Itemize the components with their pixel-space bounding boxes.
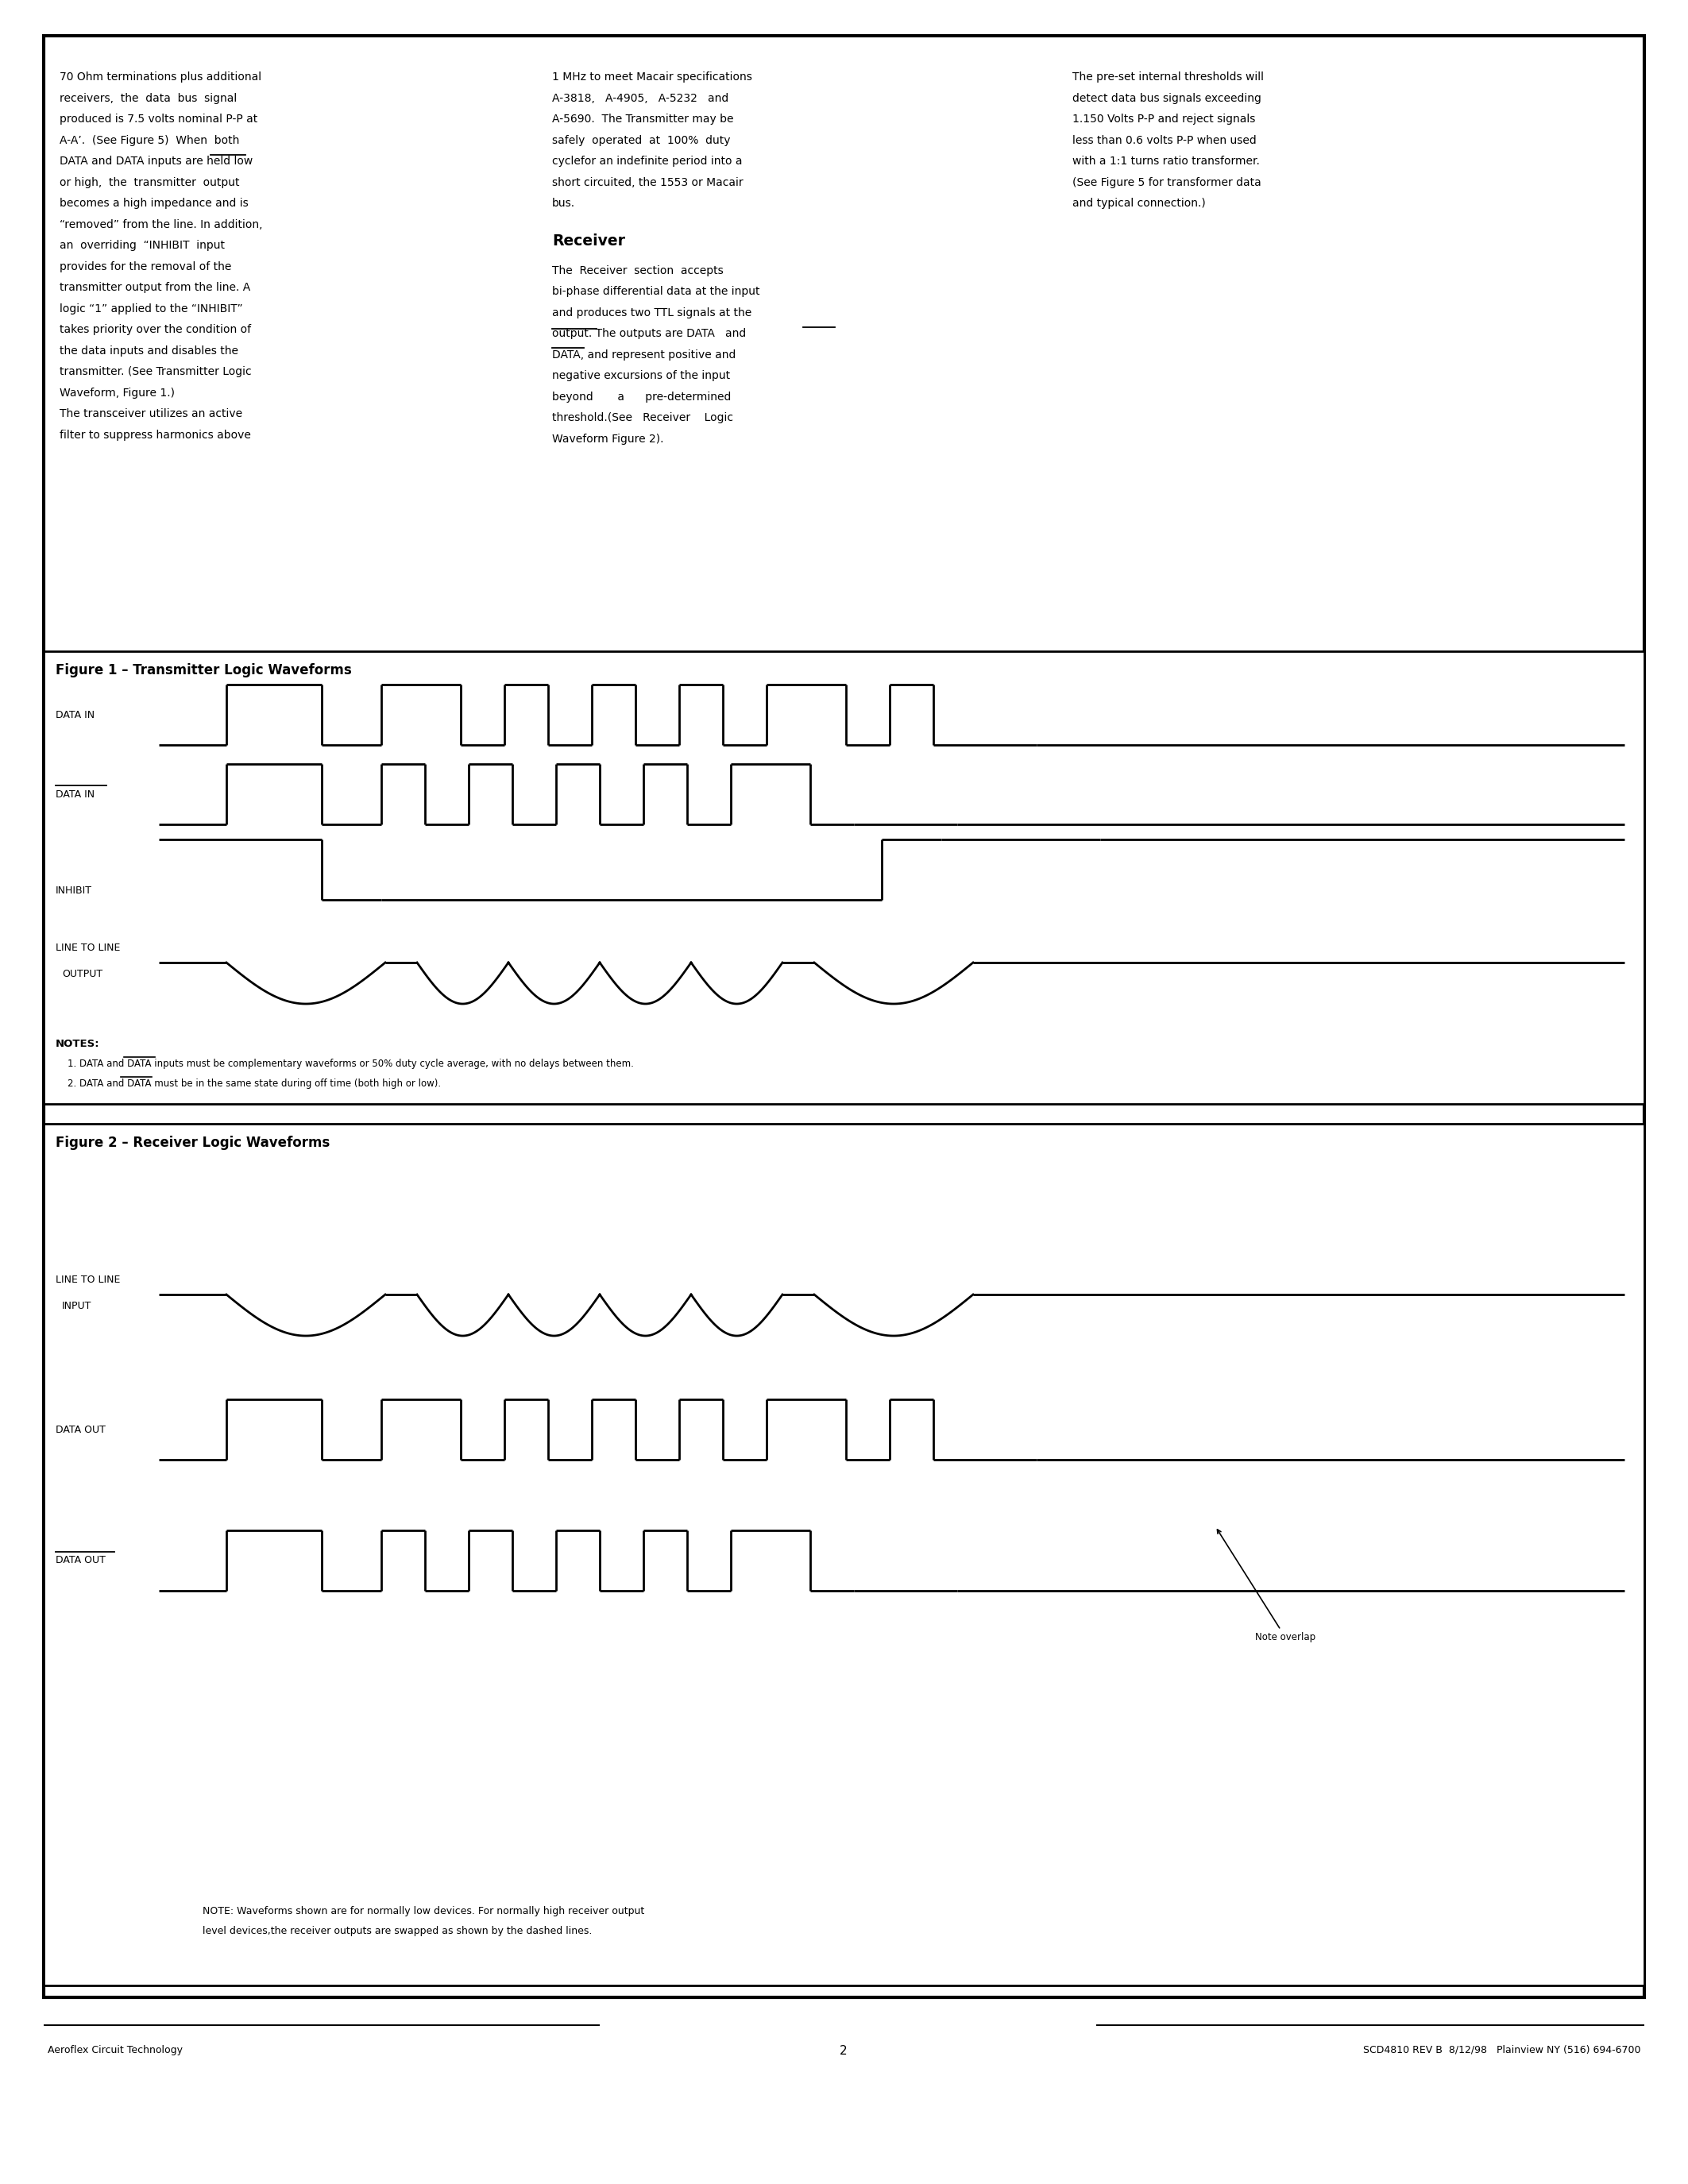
Text: A-A’.  (See Figure 5)  When  both: A-A’. (See Figure 5) When both: [59, 135, 240, 146]
Text: “removed” from the line. In addition,: “removed” from the line. In addition,: [59, 218, 263, 229]
Text: The  Receiver  section  accepts: The Receiver section accepts: [552, 264, 724, 275]
Bar: [44, 651, 1644, 1103]
Text: 1 MHz to meet Macair specifications: 1 MHz to meet Macair specifications: [552, 72, 753, 83]
Text: DATA OUT: DATA OUT: [56, 1424, 106, 1435]
Text: Waveform Figure 2).: Waveform Figure 2).: [552, 432, 663, 443]
Text: LINE TO LINE: LINE TO LINE: [56, 943, 120, 952]
Text: 2: 2: [841, 2044, 847, 2057]
Text: bi-phase differential data at the input: bi-phase differential data at the input: [552, 286, 760, 297]
Text: or high,  the  transmitter  output: or high, the transmitter output: [59, 177, 240, 188]
Text: less than 0.6 volts P-P when used: less than 0.6 volts P-P when used: [1072, 135, 1256, 146]
Text: INHIBIT: INHIBIT: [56, 885, 93, 895]
Text: 2. DATA and DATA must be in the same state during off time (both high or low).: 2. DATA and DATA must be in the same sta…: [68, 1079, 441, 1090]
Text: beyond       a      pre-determined: beyond a pre-determined: [552, 391, 731, 402]
Text: safely  operated  at  100%  duty: safely operated at 100% duty: [552, 135, 731, 146]
Text: provides for the removal of the: provides for the removal of the: [59, 260, 231, 273]
Text: transmitter. (See Transmitter Logic: transmitter. (See Transmitter Logic: [59, 367, 252, 378]
Text: DATA, and represent positive and: DATA, and represent positive and: [552, 349, 736, 360]
Text: with a 1:1 turns ratio transformer.: with a 1:1 turns ratio transformer.: [1072, 155, 1259, 166]
Text: (See Figure 5 for transformer data: (See Figure 5 for transformer data: [1072, 177, 1261, 188]
Text: receivers,  the  data  bus  signal: receivers, the data bus signal: [59, 92, 236, 103]
Text: SCD4810 REV B  8/12/98   Plainview NY (516) 694-6700: SCD4810 REV B 8/12/98 Plainview NY (516)…: [1362, 2044, 1641, 2055]
Text: 1. DATA and DATA inputs must be complementary waveforms or 50% duty cycle averag: 1. DATA and DATA inputs must be compleme…: [68, 1059, 633, 1068]
Text: Waveform, Figure 1.): Waveform, Figure 1.): [59, 387, 176, 397]
Text: cyclefor an indefinite period into a: cyclefor an indefinite period into a: [552, 155, 743, 166]
Text: transmitter output from the line. A: transmitter output from the line. A: [59, 282, 250, 293]
Text: DATA IN: DATA IN: [56, 710, 95, 721]
Text: The pre-set internal thresholds will: The pre-set internal thresholds will: [1072, 72, 1264, 83]
Text: Figure 2 – Receiver Logic Waveforms: Figure 2 – Receiver Logic Waveforms: [56, 1136, 329, 1151]
Text: output. The outputs are DATA   and: output. The outputs are DATA and: [552, 328, 746, 339]
Text: Aeroflex Circuit Technology: Aeroflex Circuit Technology: [47, 2044, 182, 2055]
Text: negative excursions of the input: negative excursions of the input: [552, 369, 731, 382]
Text: short circuited, the 1553 or Macair: short circuited, the 1553 or Macair: [552, 177, 743, 188]
Text: Figure 1 – Transmitter Logic Waveforms: Figure 1 – Transmitter Logic Waveforms: [56, 664, 351, 677]
Text: an  overriding  “INHIBIT  input: an overriding “INHIBIT input: [59, 240, 225, 251]
Text: the data inputs and disables the: the data inputs and disables the: [59, 345, 238, 356]
Text: DATA IN: DATA IN: [56, 788, 95, 799]
Text: 70 Ohm terminations plus additional: 70 Ohm terminations plus additional: [59, 72, 262, 83]
Text: produced is 7.5 volts nominal P-P at: produced is 7.5 volts nominal P-P at: [59, 114, 258, 124]
Text: Note overlap: Note overlap: [1217, 1529, 1315, 1642]
Text: detect data bus signals exceeding: detect data bus signals exceeding: [1072, 92, 1261, 103]
Text: NOTES:: NOTES:: [56, 1040, 100, 1048]
Text: and produces two TTL signals at the: and produces two TTL signals at the: [552, 308, 751, 319]
Bar: [44, 1125, 1644, 1985]
Text: The transceiver utilizes an active: The transceiver utilizes an active: [59, 408, 243, 419]
Text: logic “1” applied to the “INHIBIT”: logic “1” applied to the “INHIBIT”: [59, 304, 243, 314]
Text: bus.: bus.: [552, 199, 576, 210]
Text: OUTPUT: OUTPUT: [62, 970, 103, 978]
Bar: [44, 35, 1644, 1998]
Text: LINE TO LINE: LINE TO LINE: [56, 1275, 120, 1284]
Text: DATA and DATA inputs are held low: DATA and DATA inputs are held low: [59, 155, 253, 166]
Text: A-3818,   A-4905,   A-5232   and: A-3818, A-4905, A-5232 and: [552, 92, 729, 103]
Text: threshold.(See   Receiver    Logic: threshold.(See Receiver Logic: [552, 413, 733, 424]
Text: NOTE: Waveforms shown are for normally low devices. For normally high receiver o: NOTE: Waveforms shown are for normally l…: [203, 1907, 645, 1915]
Text: becomes a high impedance and is: becomes a high impedance and is: [59, 199, 248, 210]
Text: filter to suppress harmonics above: filter to suppress harmonics above: [59, 430, 252, 441]
Text: INPUT: INPUT: [62, 1302, 91, 1310]
Text: takes priority over the condition of: takes priority over the condition of: [59, 323, 252, 334]
Text: DATA OUT: DATA OUT: [56, 1555, 106, 1566]
Text: 1.150 Volts P-P and reject signals: 1.150 Volts P-P and reject signals: [1072, 114, 1256, 124]
Text: and typical connection.): and typical connection.): [1072, 199, 1205, 210]
Text: A-5690.  The Transmitter may be: A-5690. The Transmitter may be: [552, 114, 734, 124]
Text: Receiver: Receiver: [552, 234, 625, 249]
Text: level devices,the receiver outputs are swapped as shown by the dashed lines.: level devices,the receiver outputs are s…: [203, 1926, 592, 1937]
